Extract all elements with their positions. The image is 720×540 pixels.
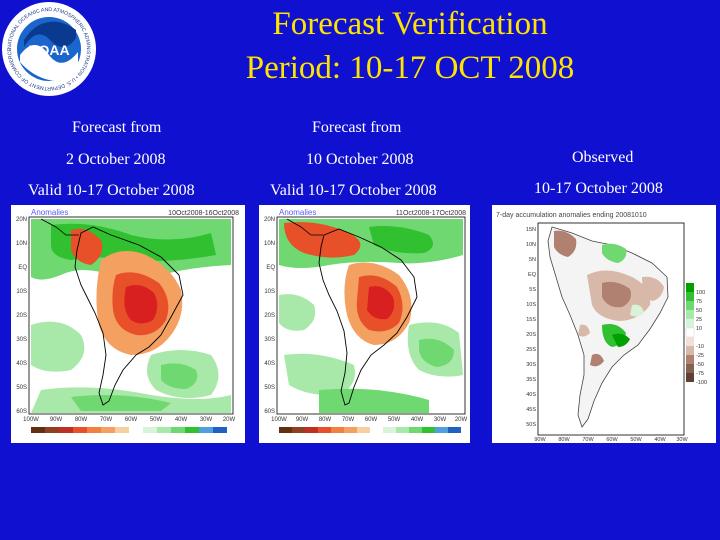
svg-text:80W: 80W	[319, 417, 332, 423]
svg-text:20N: 20N	[264, 217, 275, 223]
svg-text:30S: 30S	[526, 362, 536, 368]
svg-text:25S: 25S	[526, 347, 536, 353]
svg-text:40S: 40S	[16, 361, 27, 367]
svg-text:10S: 10S	[526, 302, 536, 308]
svg-text:20W: 20W	[455, 417, 468, 423]
svg-text:10N: 10N	[264, 241, 275, 247]
col3-period: 10-17 October 2008	[534, 180, 663, 197]
svg-text:60W: 60W	[365, 417, 378, 423]
svg-text:100W: 100W	[23, 417, 39, 423]
svg-text:60S: 60S	[264, 409, 275, 415]
title-line-2: Period: 10-17 OCT 2008	[245, 50, 575, 86]
svg-text:90W: 90W	[534, 437, 546, 443]
svg-text:90W: 90W	[50, 417, 63, 423]
map2-caption-right: 11Oct2008-17Oct2008	[396, 210, 466, 217]
svg-text:20S: 20S	[264, 313, 275, 319]
col3-observed: Observed	[572, 149, 634, 166]
col1-init-date: 2 October 2008	[66, 151, 166, 168]
svg-text:20W: 20W	[223, 417, 236, 423]
col2-init-date: 10 October 2008	[306, 151, 414, 168]
svg-text:60S: 60S	[16, 409, 27, 415]
svg-text:100: 100	[696, 290, 705, 296]
svg-text:5N: 5N	[529, 257, 536, 263]
svg-text:35S: 35S	[526, 377, 536, 383]
svg-text:50W: 50W	[150, 417, 163, 423]
svg-text:80W: 80W	[75, 417, 88, 423]
svg-text:90W: 90W	[296, 417, 309, 423]
svg-text:60W: 60W	[125, 417, 138, 423]
svg-text:50W: 50W	[630, 437, 642, 443]
noaa-logo-text: NOAA	[28, 42, 69, 58]
svg-text:50: 50	[696, 308, 702, 314]
svg-text:15S: 15S	[526, 317, 536, 323]
svg-text:-10: -10	[696, 344, 704, 350]
svg-text:40S: 40S	[264, 361, 275, 367]
svg-text:70W: 70W	[100, 417, 113, 423]
svg-text:20N: 20N	[16, 217, 27, 223]
svg-text:50S: 50S	[264, 385, 275, 391]
map2-caption-left: Anomalies	[279, 208, 316, 217]
svg-text:-75: -75	[696, 371, 704, 377]
svg-text:40W: 40W	[411, 417, 424, 423]
col2-forecast-from: Forecast from	[312, 119, 402, 136]
svg-text:40W: 40W	[654, 437, 666, 443]
svg-text:100W: 100W	[271, 417, 287, 423]
col1-valid-period: Valid 10-17 October 2008	[28, 182, 195, 199]
svg-text:30S: 30S	[264, 337, 275, 343]
svg-text:70W: 70W	[342, 417, 355, 423]
svg-text:75: 75	[696, 299, 702, 305]
svg-text:30W: 30W	[200, 417, 213, 423]
svg-text:30W: 30W	[676, 437, 688, 443]
svg-text:30S: 30S	[16, 337, 27, 343]
col1-forecast-from: Forecast from	[72, 119, 162, 136]
svg-text:15N: 15N	[526, 227, 536, 233]
svg-text:60W: 60W	[606, 437, 618, 443]
svg-text:20S: 20S	[526, 332, 536, 338]
svg-text:10: 10	[696, 326, 702, 332]
svg-text:50S: 50S	[16, 385, 27, 391]
svg-text:EQ: EQ	[528, 272, 537, 278]
svg-text:10N: 10N	[526, 242, 536, 248]
title-line-1: Forecast Verification	[272, 6, 548, 42]
svg-text:70W: 70W	[582, 437, 594, 443]
svg-text:-25: -25	[696, 353, 704, 359]
svg-text:EQ: EQ	[266, 265, 275, 271]
svg-text:20S: 20S	[16, 313, 27, 319]
svg-text:EQ: EQ	[18, 265, 27, 271]
svg-text:40S: 40S	[526, 392, 536, 398]
observed-map: 7-day accumulation anomalies ending 2008…	[492, 205, 716, 443]
svg-text:10S: 10S	[16, 289, 27, 295]
svg-text:10S: 10S	[264, 289, 275, 295]
observed-legend: 100 75 50 25 10 -10 -25 -50 -75 -100	[685, 283, 707, 386]
map1-caption-left: Anomalies	[31, 208, 68, 217]
observed-map-caption: 7-day accumulation anomalies ending 2008…	[496, 212, 647, 219]
noaa-logo: NOAA NATIONAL OCEANIC AND ATMOSPHERIC AD…	[0, 0, 96, 96]
svg-text:-50: -50	[696, 362, 704, 368]
svg-text:50S: 50S	[526, 422, 536, 428]
svg-text:5S: 5S	[529, 287, 536, 293]
svg-text:30W: 30W	[434, 417, 447, 423]
forecast-map-1: Anomalies 10Oct2008-16Oct2008 20N 10N EQ…	[11, 205, 245, 443]
svg-text:50W: 50W	[388, 417, 401, 423]
svg-text:40W: 40W	[175, 417, 188, 423]
col2-valid-period: Valid 10-17 October 2008	[270, 182, 437, 199]
map1-caption-right: 10Oct2008-16Oct2008	[168, 210, 239, 217]
svg-text:25: 25	[696, 317, 702, 323]
svg-text:45S: 45S	[526, 407, 536, 413]
forecast-map-2: Anomalies 11Oct2008-17Oct2008 20N 10N EQ…	[259, 205, 470, 443]
svg-text:-100: -100	[696, 380, 707, 386]
svg-text:10N: 10N	[16, 241, 27, 247]
svg-text:80W: 80W	[558, 437, 570, 443]
